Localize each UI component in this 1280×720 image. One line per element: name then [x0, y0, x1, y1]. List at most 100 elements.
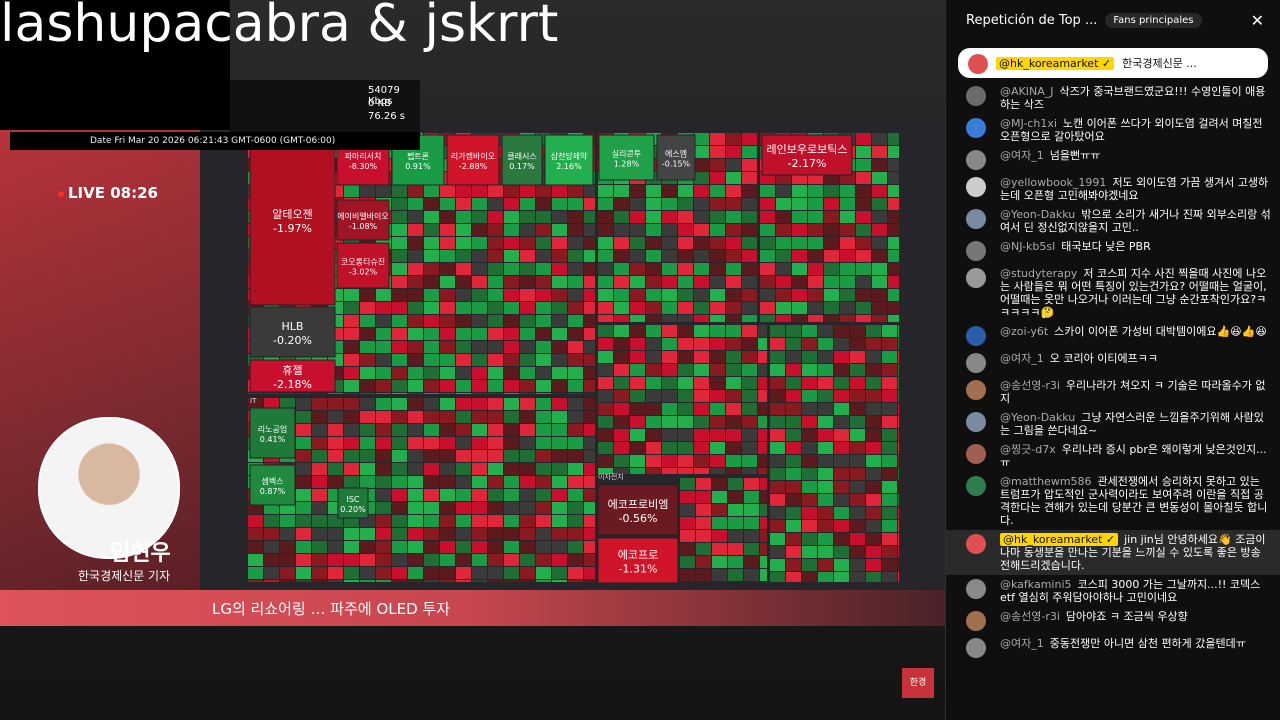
tile — [440, 424, 455, 436]
avatar[interactable] — [966, 209, 986, 229]
tile — [424, 437, 439, 449]
stat: 54079 Kbps — [368, 85, 400, 107]
tile — [818, 572, 833, 582]
tile — [818, 377, 833, 389]
tile — [296, 393, 311, 394]
avatar[interactable] — [966, 150, 986, 170]
message-author[interactable]: @송선영-r3i — [1000, 379, 1060, 392]
tile — [888, 159, 899, 171]
avatar[interactable] — [966, 611, 986, 631]
tile — [440, 211, 455, 223]
message-author[interactable]: @hk_koreamarket ✓ — [1000, 533, 1119, 546]
tile — [296, 541, 311, 553]
avatar[interactable] — [966, 326, 986, 346]
tile — [742, 133, 757, 145]
tile — [328, 424, 343, 436]
tile — [742, 185, 757, 197]
tile — [850, 533, 865, 545]
message-author[interactable]: @Yeon-Dakku — [1000, 411, 1076, 424]
avatar[interactable] — [966, 476, 986, 496]
avatar[interactable] — [966, 579, 986, 599]
tile — [802, 455, 817, 467]
message-author[interactable]: @NJ-kb5sl — [1000, 240, 1056, 253]
tile — [568, 515, 583, 527]
tile — [726, 146, 741, 158]
tile — [598, 325, 613, 337]
tile — [614, 442, 629, 454]
avatar[interactable] — [966, 268, 986, 288]
tile — [850, 351, 865, 363]
tile — [726, 468, 741, 474]
tile — [552, 567, 567, 579]
tile — [376, 424, 391, 436]
message-author[interactable]: @studyterapy — [1000, 267, 1078, 280]
tile — [646, 325, 661, 337]
tile — [646, 429, 661, 441]
tile — [742, 198, 757, 210]
tile — [248, 580, 263, 582]
tile — [296, 424, 311, 436]
fans-badge[interactable]: Fans principales — [1105, 12, 1202, 28]
tile — [328, 463, 343, 475]
video-player[interactable]: 파마리서치 -8.30% 펩트론 0.91% 리가켐바이오 -2.88% 클래시스 0.17%… — [0, 0, 945, 720]
message-author[interactable]: @yellowbook_1991 — [1000, 176, 1107, 189]
tile — [598, 468, 613, 474]
tile — [678, 351, 693, 363]
stock-change: 0.20% — [340, 505, 366, 514]
stock-change: -1.31% — [619, 563, 658, 576]
tile — [440, 250, 455, 262]
tile — [598, 211, 613, 223]
tile — [760, 263, 775, 275]
message-author[interactable]: @여자_1 — [1000, 637, 1044, 650]
tile — [882, 468, 897, 480]
tile — [710, 263, 725, 275]
chat-mode[interactable]: Repetición de Top ... — [966, 12, 1098, 28]
tile — [504, 554, 519, 566]
avatar[interactable] — [966, 118, 986, 138]
pinned-message[interactable]: @hk_koreamarket ✓ 한국경제신문 ... — [958, 48, 1268, 78]
avatar[interactable] — [966, 241, 986, 261]
tile — [792, 315, 807, 322]
tile — [536, 393, 551, 394]
avatar[interactable] — [966, 444, 986, 464]
tile — [520, 315, 535, 327]
tile — [760, 517, 767, 529]
tile — [726, 172, 741, 184]
avatar[interactable] — [966, 380, 986, 400]
message-author[interactable]: @찡긋-d7x — [1000, 443, 1056, 456]
tile — [882, 390, 897, 402]
tile — [694, 185, 709, 197]
close-button[interactable]: ✕ — [1250, 10, 1264, 30]
message-author[interactable]: @MJ-ch1xi — [1000, 117, 1057, 130]
tile — [758, 390, 767, 402]
message-author[interactable]: @송선영-r3i — [1000, 610, 1060, 623]
message-author[interactable]: @여자_1 — [1000, 352, 1044, 365]
tile — [584, 393, 595, 394]
tile — [792, 276, 807, 288]
avatar[interactable] — [966, 86, 986, 106]
stock-change: -0.20% — [273, 334, 312, 347]
stock-tile — [501, 134, 543, 186]
tile — [296, 463, 311, 475]
message-author[interactable]: @zoi-y6t — [1000, 325, 1049, 338]
tile — [408, 185, 423, 197]
tile — [552, 276, 567, 288]
tile — [646, 263, 661, 275]
tile — [392, 354, 407, 366]
live-chat: Repetición de Top ... Fans principales ✕… — [945, 0, 1280, 720]
message-body: @찡긋-d7x 우리나라 증시 pbr은 왜이렇게 낮은것인지...ㅠ — [1000, 443, 1272, 469]
avatar[interactable] — [966, 412, 986, 432]
avatar[interactable] — [966, 534, 986, 554]
tile — [866, 403, 881, 415]
message-author[interactable]: @Yeon-Dakku — [1000, 208, 1076, 221]
avatar[interactable] — [966, 353, 986, 373]
tile — [770, 416, 785, 428]
tile — [568, 211, 583, 223]
avatar[interactable] — [966, 638, 986, 658]
message-author[interactable]: @matthewm586 — [1000, 475, 1092, 488]
message-author[interactable]: @kafkamini5 — [1000, 578, 1072, 591]
tile — [408, 328, 423, 340]
avatar[interactable] — [966, 177, 986, 197]
message-author[interactable]: @AKINA_J — [1000, 85, 1054, 98]
message-author[interactable]: @여자_1 — [1000, 149, 1044, 162]
